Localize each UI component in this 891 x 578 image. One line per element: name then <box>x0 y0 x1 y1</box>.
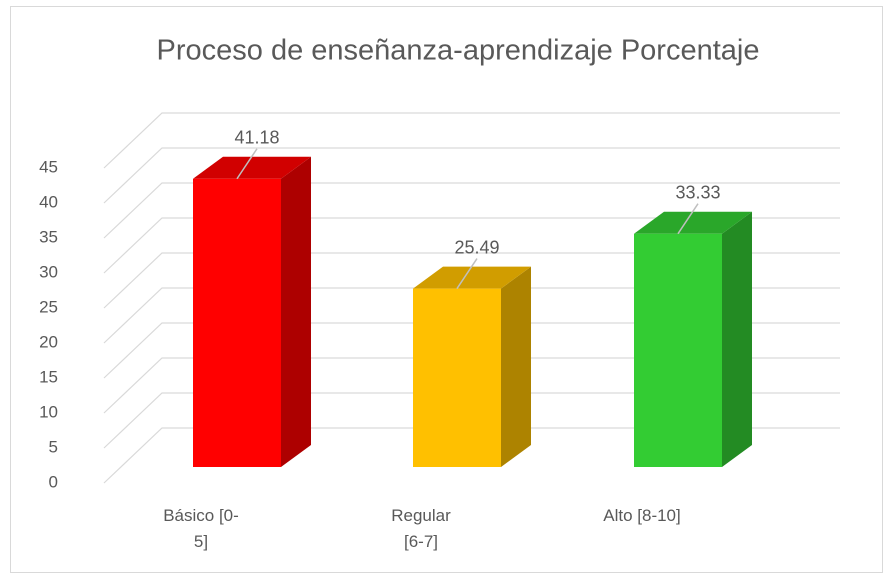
bar <box>634 211 752 467</box>
grid-line <box>103 322 840 379</box>
grid-line <box>103 217 840 274</box>
chart-title: Proceso de enseñanza-aprendizaje Porcent… <box>157 35 760 67</box>
x-tick-label: Regular [6-7] <box>391 506 451 551</box>
x-tick-label: Básico [0-5] <box>163 506 239 551</box>
y-tick-label: 20 <box>39 332 58 351</box>
bar-top <box>413 266 531 289</box>
bar-side <box>501 266 531 467</box>
grid-line <box>103 392 840 449</box>
data-label: 33.33 <box>675 182 720 202</box>
grid-line <box>103 287 840 344</box>
bar-top <box>634 211 752 234</box>
bar <box>193 156 311 468</box>
y-tick-label: 30 <box>39 262 58 281</box>
bar-front <box>413 288 501 467</box>
y-tick-label: 0 <box>49 472 58 491</box>
y-tick-label: 40 <box>39 192 58 211</box>
bar-side <box>722 211 752 467</box>
leader-line <box>236 148 258 180</box>
bar-side <box>281 156 311 468</box>
grid-line <box>103 427 840 484</box>
data-label: 25.49 <box>454 237 499 257</box>
y-tick-label: 45 <box>39 157 58 176</box>
bar-top <box>193 156 311 179</box>
grid-line <box>103 112 840 169</box>
x-tick-label: Alto [8-10] <box>603 506 681 525</box>
bar-front <box>634 233 722 467</box>
grid-line <box>103 182 840 239</box>
bar <box>413 266 531 467</box>
y-tick-label: 15 <box>39 367 58 386</box>
y-tick-label: 5 <box>49 437 58 456</box>
leader-line <box>456 258 478 289</box>
grid-line <box>103 147 840 204</box>
grid-line <box>103 252 840 309</box>
y-tick-label: 35 <box>39 227 58 246</box>
data-label: 41.18 <box>234 127 279 147</box>
y-tick-label: 10 <box>39 402 58 421</box>
bar-front <box>193 178 281 468</box>
y-tick-label: 25 <box>39 297 58 316</box>
leader-line <box>677 203 699 235</box>
grid-line <box>103 357 840 414</box>
